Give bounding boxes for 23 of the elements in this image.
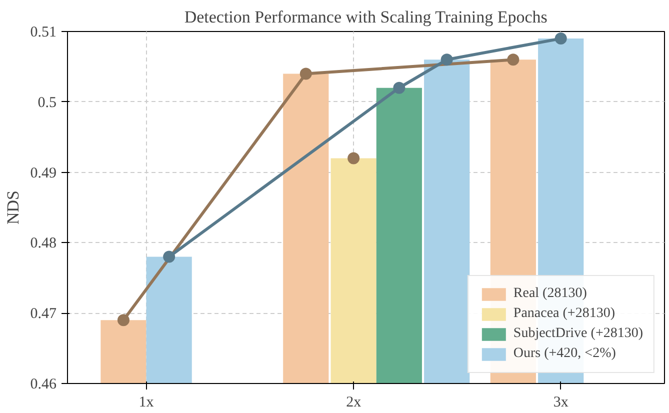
point xyxy=(554,32,567,45)
x-tick-label: 3x xyxy=(553,394,569,410)
x-tick-label: 2x xyxy=(346,394,362,410)
point xyxy=(393,82,406,94)
legend-label: SubjectDrive (+28130) xyxy=(513,326,643,342)
point xyxy=(300,68,312,80)
y-tick-label: 0.47 xyxy=(30,306,57,322)
y-tick-label: 0.51 xyxy=(30,24,56,40)
point xyxy=(440,54,453,66)
chart-title: Detection Performance with Scaling Training Epochs xyxy=(184,8,548,26)
y-tick-label: 0.5 xyxy=(38,94,56,111)
point xyxy=(163,250,176,263)
y-tick-label: 0.48 xyxy=(30,236,56,252)
y-tick-label: 0.46 xyxy=(30,376,57,392)
legend-label: Ours (+420, <2%) xyxy=(513,346,616,362)
point xyxy=(348,152,360,164)
y-axis-title: NDS xyxy=(3,190,22,225)
legend-label: Real (28130) xyxy=(513,286,587,302)
point xyxy=(507,54,520,66)
y-tick-label: 0.49 xyxy=(30,165,56,182)
point xyxy=(117,314,130,326)
x-tick-label: 1x xyxy=(138,394,154,410)
legend-label: Panacea (+28130) xyxy=(513,306,615,322)
